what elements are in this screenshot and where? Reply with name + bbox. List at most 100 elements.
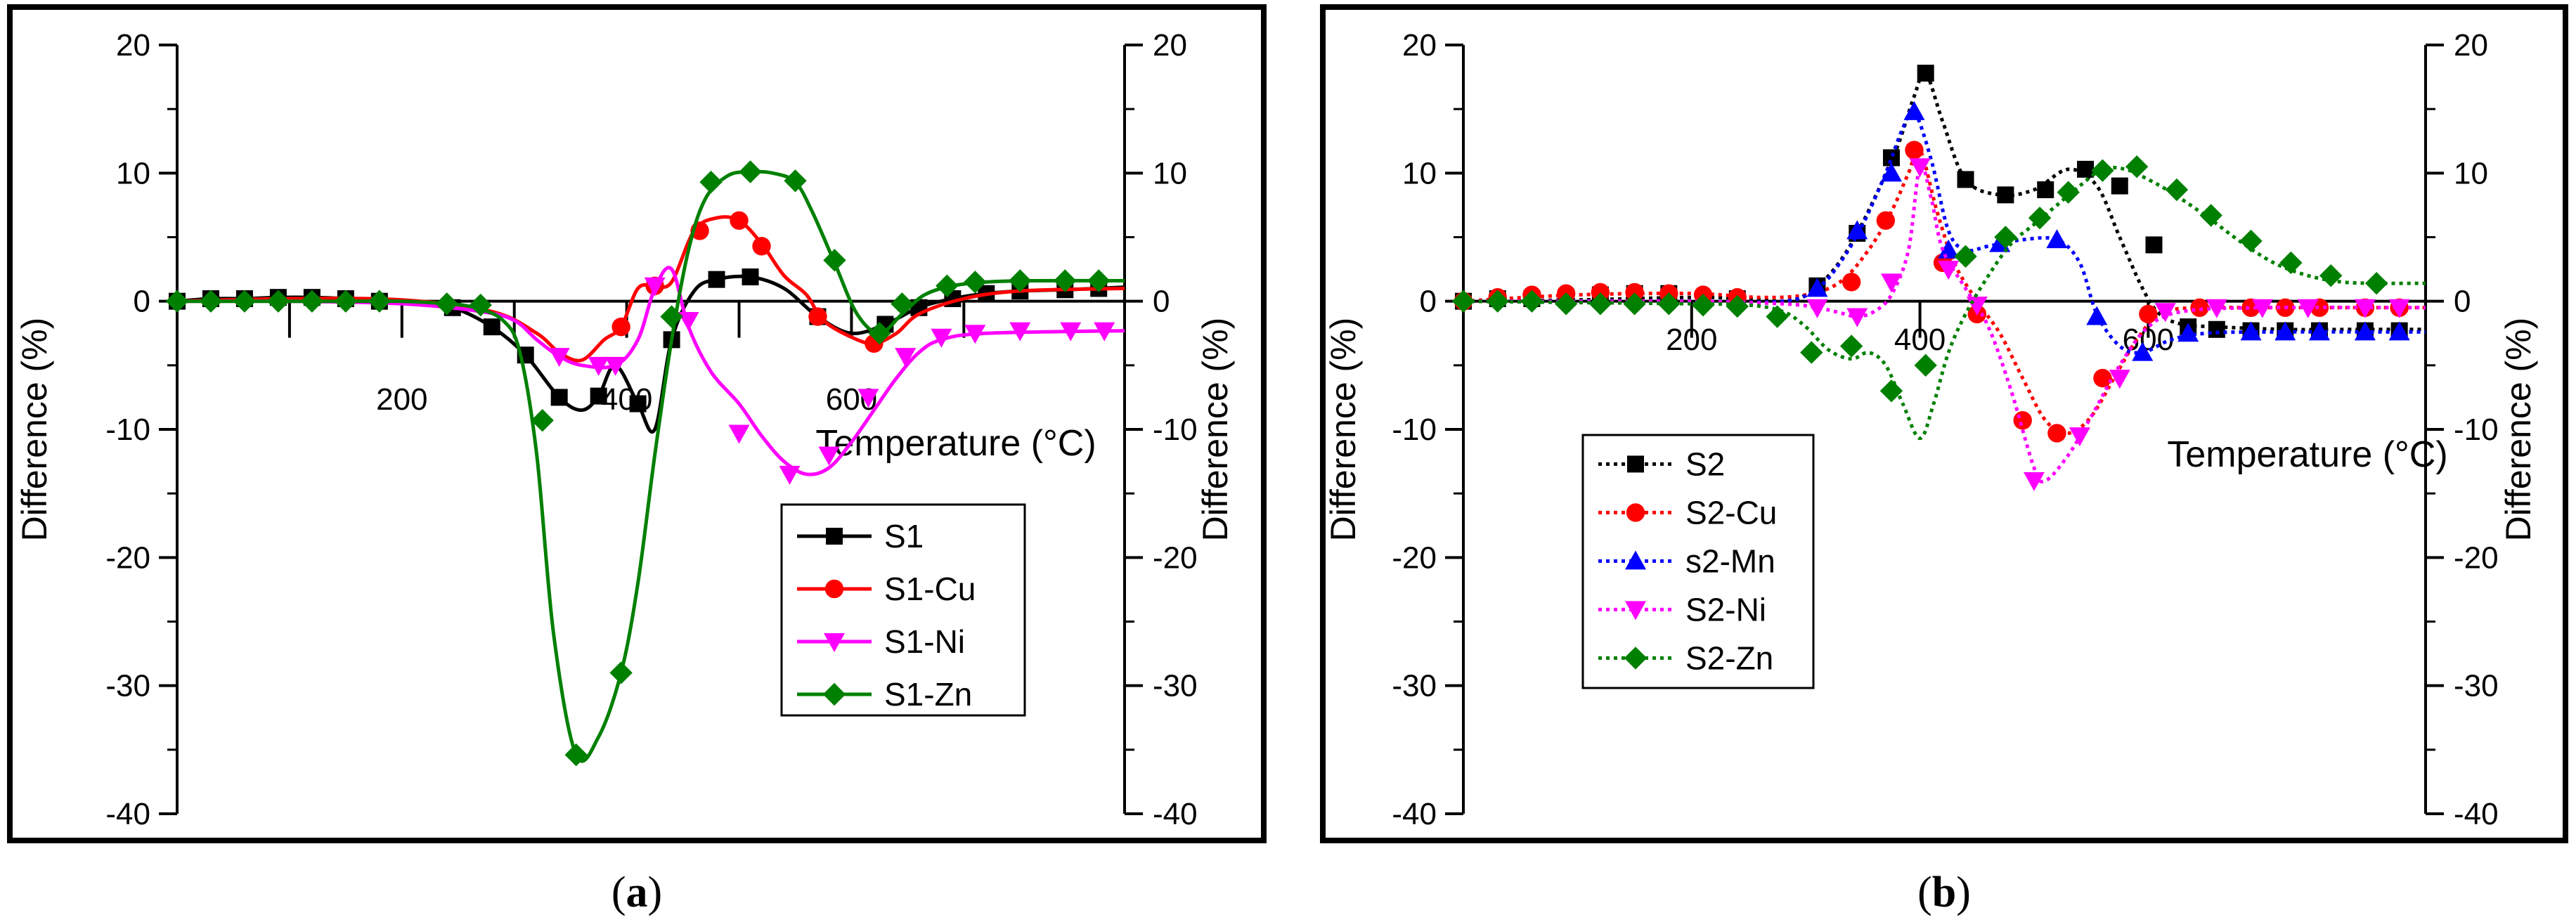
data-point-s1-ni: [931, 328, 952, 348]
legend-marker-s2: [1627, 455, 1644, 473]
data-point-s2-cu: [2190, 298, 2209, 317]
data-point-s1-zn: [1009, 269, 1032, 292]
data-point-s2-zn: [1994, 226, 2017, 249]
data-point-s2: [2208, 320, 2225, 338]
data-point-s2: [1997, 186, 2014, 204]
data-point-s1: [590, 387, 607, 405]
data-point-s1-ni: [1009, 322, 1031, 342]
data-point-s2-ni: [2154, 303, 2176, 323]
data-point-s1-zn: [609, 661, 633, 684]
data-point-s2-zn: [1954, 245, 1977, 268]
legend-label-s2-zn: S2-Zn: [1685, 639, 1773, 676]
data-point-s2-zn: [1486, 290, 1509, 313]
data-point-s2-mn: [2388, 321, 2410, 341]
data-point-s2: [2111, 177, 2128, 195]
data-point-s1-zn: [564, 743, 588, 767]
y-tick-label-right: -10: [2454, 413, 2499, 447]
legend-label-s1-zn: S1-Zn: [884, 676, 972, 713]
data-point-s2-zn: [1554, 292, 1578, 316]
y-tick-label-right: -20: [2454, 540, 2499, 575]
data-point-s2-ni: [2206, 299, 2227, 318]
data-point-s2-mn: [2177, 323, 2199, 342]
data-point-s2: [1917, 65, 1934, 82]
y-tick-label-left: -30: [105, 669, 150, 703]
data-point-s1-zn: [199, 290, 223, 313]
legend-label-s1: S1: [884, 518, 924, 554]
y-tick-label-right: 10: [2454, 156, 2488, 190]
data-point-s2-ni: [1938, 261, 1960, 280]
data-point-s2-zn: [1451, 290, 1475, 313]
data-point-s2-cu: [1625, 283, 1644, 302]
data-point-s2-cu: [2013, 411, 2032, 430]
data-point-s2-mn: [1903, 100, 1925, 120]
legend-label-s2-ni: S2-Ni: [1685, 591, 1766, 628]
y-tick-label-right: 0: [1153, 285, 1170, 319]
data-point-s1-cu: [611, 317, 630, 337]
legend-label-s2-cu: S2-Cu: [1685, 494, 1777, 531]
data-point-s2-mn: [2308, 321, 2330, 341]
data-point-s2: [1957, 171, 1974, 188]
series-line-s2-cu: [1463, 147, 2426, 436]
series-line-s2-ni: [1463, 163, 2426, 483]
legend-marker-s1-zn: [822, 682, 846, 706]
caption-b: (b): [1917, 869, 1971, 916]
y-tick-label-left: 20: [116, 28, 150, 63]
data-point-s2-mn: [1806, 278, 1828, 297]
data-point-s2-mn: [2354, 321, 2376, 341]
legend-label-s1-cu: S1-Cu: [884, 571, 976, 607]
y-axis-label-left: Difference (%): [1323, 318, 1363, 542]
data-point-s1-zn: [784, 169, 807, 193]
data-point-s2-mn: [2086, 306, 2108, 325]
legend-marker-s1-cu: [824, 579, 844, 599]
x-tick-label: 600: [2123, 323, 2174, 357]
y-tick-label-left: -30: [1392, 669, 1437, 703]
data-point-s1-zn: [266, 290, 290, 313]
data-point-s2-zn: [1726, 294, 1749, 318]
series-s2-zn: [1451, 155, 2426, 441]
y-tick-label-right: -20: [1153, 540, 1198, 575]
data-point-s1-zn: [823, 249, 846, 272]
data-point-s1-zn: [334, 290, 358, 313]
x-tick-label: 200: [1666, 323, 1717, 357]
data-point-s2-cu: [2093, 368, 2112, 388]
panel-a-frame: [7, 4, 1267, 843]
data-point-s1-zn: [233, 290, 257, 313]
data-point-s2-mn: [1846, 220, 1868, 240]
data-point-s2-mn: [2240, 321, 2262, 341]
data-point-s2-ni: [2388, 299, 2410, 318]
y-tick-label-left: -20: [1392, 540, 1437, 575]
legend-marker-s1: [826, 528, 843, 545]
data-point-s1-zn: [964, 271, 987, 294]
x-axis-label: Temperature (°C): [815, 423, 1096, 464]
data-point-s2-zn: [1588, 292, 1612, 316]
legend-marker-s2-mn: [1625, 550, 1646, 570]
data-point-s2-zn: [1623, 292, 1646, 316]
series-s1-zn: [165, 160, 1125, 767]
data-point-s2-cu: [1842, 273, 1861, 292]
legend-marker-s1-ni: [824, 633, 845, 652]
y-tick-label-right: -30: [1153, 669, 1198, 703]
data-point-s1-ni: [895, 348, 917, 368]
panel-b-frame: [1320, 4, 2568, 843]
series-s2-mn: [1463, 100, 2426, 361]
y-tick-label-right: -10: [1153, 413, 1198, 447]
data-point-s2-mn: [1880, 162, 1902, 182]
data-point-s1-ni: [1060, 322, 1082, 342]
data-point-s2-zn: [2364, 271, 2388, 295]
data-point-s2-zn: [2091, 159, 2114, 182]
y-tick-label-left: 0: [1420, 285, 1437, 319]
data-point-s2-mn: [2274, 321, 2296, 341]
data-point-s1-ni: [604, 356, 626, 376]
data-point-s1: [708, 271, 725, 288]
data-point-s1-zn: [660, 305, 683, 328]
data-point-s1-ni: [779, 465, 801, 485]
data-point-s1-zn: [165, 290, 189, 313]
data-point-s2-zn: [1691, 293, 1715, 317]
legend: S2 S2-Cu s2-Mn S2-Ni S2-Zn: [1581, 434, 1815, 689]
series-s2-ni: [1463, 158, 2426, 491]
caption-a-close-paren: ): [648, 869, 663, 916]
legend-marker-s2-ni: [1625, 601, 1646, 621]
y-tick-label-right: 20: [1153, 28, 1187, 63]
data-point-s2-ni: [2069, 427, 2090, 447]
legend: S1 S1-Cu S1-Ni S1-Zn: [780, 503, 1026, 717]
